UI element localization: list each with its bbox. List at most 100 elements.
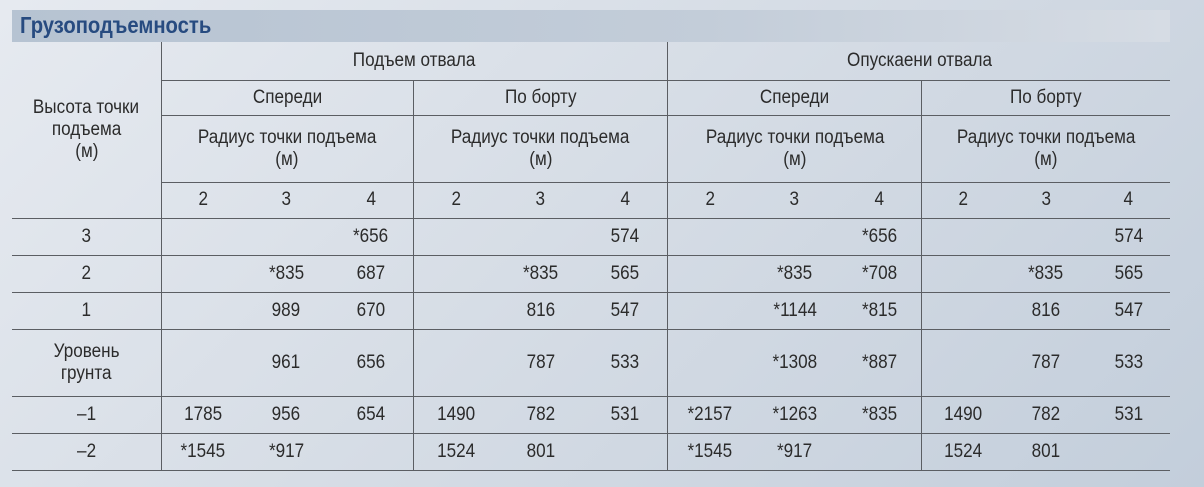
height-cell-text: грунта	[61, 362, 112, 384]
capacity-cell-text: 787	[1031, 351, 1061, 373]
group-header: Подъем отвала	[160, 42, 668, 81]
capacity-cell: *835	[837, 396, 922, 434]
capacity-cell-text: 533	[610, 351, 640, 373]
capacity-cell	[921, 329, 1005, 397]
table-row: –1 1785 956 654 1490 782 531 *2157 *1263 *835 1490…	[12, 396, 1170, 434]
radius-header-text: Радиус точки подъема	[451, 126, 630, 148]
radius-header: Радиус точки подъема (м)	[412, 115, 668, 183]
capacity-cell	[921, 218, 1005, 256]
side-header-text: По борту	[504, 86, 577, 108]
capacity-cell-text: *2157	[687, 403, 733, 425]
capacity-cell-text: 782	[526, 403, 555, 425]
capacity-cell: 801	[1004, 433, 1088, 471]
radius-value-text: 2	[705, 189, 715, 210]
capacity-cell: 956	[243, 396, 329, 434]
radius-value-text: 3	[1041, 189, 1051, 210]
row-label-header-text: (м)	[74, 140, 98, 162]
capacity-cell: 565	[1087, 255, 1170, 293]
radius-value: 2	[667, 182, 753, 219]
radius-value-text: 4	[874, 189, 884, 210]
capacity-cell	[412, 218, 499, 256]
capacity-cell-text: *835	[1028, 262, 1064, 284]
capacity-cell: 531	[1087, 396, 1170, 434]
capacity-cell-text: *815	[861, 299, 897, 321]
radius-value: 3	[1004, 182, 1088, 219]
row-label-header-text: Высота точки	[33, 96, 140, 118]
load-capacity-table: Высота точки подъема (м) Подъем отвала Опуск…	[12, 42, 1170, 471]
capacity-cell: *656	[837, 218, 922, 256]
table-row: –2 *1545 *917 1524 801 *1545 *917 1524 801	[12, 433, 1170, 471]
capacity-cell	[243, 218, 329, 256]
radius-value: 4	[837, 182, 922, 219]
height-cell-text: –1	[76, 403, 96, 425]
radius-value: 4	[328, 182, 414, 219]
capacity-cell	[160, 255, 244, 293]
radius-header: Радиус точки подъема (м)	[667, 115, 922, 183]
radius-value: 3	[752, 182, 838, 219]
capacity-cell-text: 565	[1114, 262, 1143, 284]
capacity-cell-text: 654	[356, 403, 386, 425]
row-label-header: Высота точки подъема (м)	[12, 42, 162, 219]
height-cell-text: 3	[81, 225, 92, 247]
radius-value-text: 2	[451, 189, 461, 210]
capacity-cell-text: 574	[610, 225, 640, 247]
radius-value: 4	[582, 182, 668, 219]
capacity-cell-text: *835	[861, 403, 897, 425]
radius-value-text: 3	[281, 189, 292, 210]
capacity-cell-text: 1785	[183, 403, 222, 425]
radius-header-text: Радиус точки подъема	[705, 126, 884, 148]
capacity-cell: *917	[752, 433, 838, 471]
capacity-cell-text: 547	[1114, 299, 1143, 321]
capacity-cell	[160, 329, 244, 397]
capacity-cell: 787	[1004, 329, 1088, 397]
capacity-cell: 989	[243, 292, 329, 330]
radius-value-text: 4	[1123, 189, 1134, 210]
side-header: Спереди	[667, 80, 922, 116]
capacity-cell-text: 989	[272, 299, 301, 321]
capacity-cell-text: 787	[526, 351, 555, 373]
capacity-cell: 961	[243, 329, 329, 397]
capacity-cell: *1144	[752, 292, 838, 330]
height-cell-text: –2	[76, 440, 96, 462]
capacity-cell: *1545	[667, 433, 753, 471]
capacity-cell: 1524	[412, 433, 499, 471]
radius-value: 2	[412, 182, 499, 219]
capacity-cell-text: *887	[861, 351, 897, 373]
radius-header: Радиус точки подъема (м)	[921, 115, 1170, 183]
capacity-cell: *835	[498, 255, 583, 293]
capacity-cell-text: 961	[272, 351, 301, 373]
radius-value-text: 4	[366, 189, 376, 210]
capacity-cell-text: 1524	[944, 440, 983, 462]
capacity-cell-text: 801	[1031, 440, 1061, 462]
capacity-cell-text: *835	[522, 262, 559, 284]
capacity-cell: *708	[837, 255, 922, 293]
radius-header-text: Радиус точки подъема	[198, 126, 377, 148]
capacity-cell: 782	[498, 396, 583, 434]
height-cell: –2	[12, 433, 162, 471]
group-header-text: Подъем отвала	[353, 49, 476, 71]
capacity-cell-text: 816	[526, 299, 555, 321]
capacity-cell: 531	[582, 396, 668, 434]
capacity-cell-text: 801	[526, 440, 555, 462]
capacity-cell-text: *917	[777, 440, 813, 462]
capacity-cell: 547	[1087, 292, 1170, 330]
capacity-cell: 801	[498, 433, 583, 471]
capacity-cell: 1490	[412, 396, 499, 434]
radius-header-text: (м)	[1034, 148, 1058, 170]
radius-header-text: Радиус точки подъема	[956, 126, 1136, 148]
capacity-cell: 656	[328, 329, 414, 397]
height-cell: 1	[12, 292, 162, 330]
table-row: 2 *835 687 *835 565 *835 *708 *835 565	[12, 255, 1170, 293]
capacity-cell: 1490	[921, 396, 1005, 434]
capacity-cell: 533	[1087, 329, 1170, 397]
radius-value: 2	[160, 182, 244, 219]
capacity-cell	[921, 255, 1005, 293]
radius-value: 3	[498, 182, 583, 219]
capacity-cell-text: *1263	[772, 403, 818, 425]
capacity-cell-text: 1490	[944, 403, 983, 425]
radius-value: 4	[1087, 182, 1170, 219]
capacity-cell-text: *1144	[772, 299, 817, 321]
capacity-cell: 1524	[921, 433, 1005, 471]
capacity-cell: 816	[1004, 292, 1088, 330]
radius-value: 2	[921, 182, 1005, 219]
